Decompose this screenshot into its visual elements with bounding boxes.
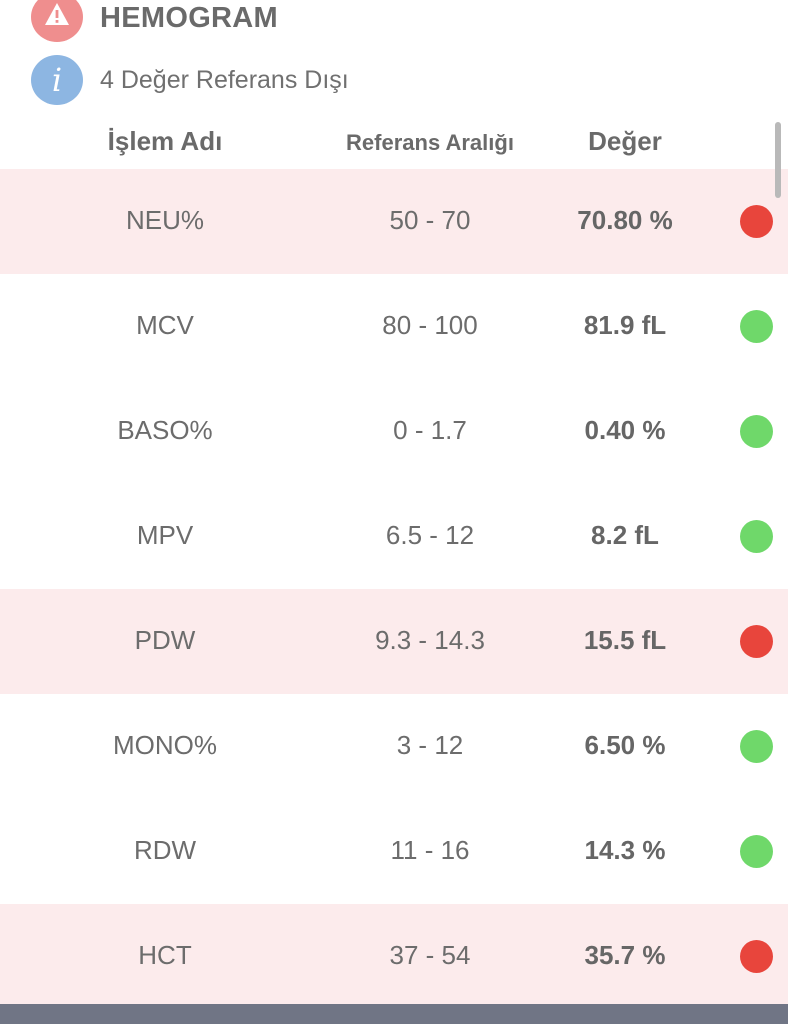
status-dot-icon xyxy=(740,415,773,448)
column-header-range: Referans Aralığı xyxy=(346,130,514,155)
test-value: 6.50 % xyxy=(584,730,666,760)
table-row[interactable]: MPV 6.5 - 12 8.2 fL xyxy=(0,484,788,589)
table-row[interactable]: HCT 37 - 54 35.7 % xyxy=(0,904,788,1009)
test-value: 8.2 fL xyxy=(591,520,659,550)
table-header: İşlem Adı Referans Aralığı Değer xyxy=(0,120,788,164)
reference-range: 50 - 70 xyxy=(389,205,471,235)
test-name: NEU% xyxy=(125,205,204,235)
section-header[interactable]: HEMOGRAM xyxy=(0,0,788,44)
table-row[interactable]: RDW 11 - 16 14.3 % xyxy=(0,799,788,904)
column-header-value: Değer xyxy=(588,126,662,156)
test-name: RDW xyxy=(133,835,197,865)
out-of-range-count: 4 Değer Referans Dışı xyxy=(100,66,349,94)
status-dot-icon xyxy=(740,940,773,973)
table-row[interactable]: MCV 80 - 100 81.9 fL xyxy=(0,274,788,379)
table-row[interactable]: MONO% 3 - 12 6.50 % xyxy=(0,694,788,799)
test-value: 35.7 % xyxy=(584,940,666,970)
status-dot-icon xyxy=(740,835,773,868)
table-row[interactable]: BASO% 0 - 1.7 0.40 % xyxy=(0,379,788,484)
test-value: 14.3 % xyxy=(584,835,666,865)
info-icon: i xyxy=(31,55,83,105)
test-name: MPV xyxy=(136,520,194,550)
reference-range: 6.5 - 12 xyxy=(385,520,475,550)
warning-triangle-icon xyxy=(31,0,83,42)
test-name: MONO% xyxy=(113,730,217,760)
status-dot-icon xyxy=(740,625,773,658)
test-name: MCV xyxy=(136,310,194,340)
status-dot-icon xyxy=(740,520,773,553)
test-value: 0.40 % xyxy=(584,415,666,445)
test-name: HCT xyxy=(138,940,192,970)
status-dot-icon xyxy=(740,310,773,343)
reference-range: 3 - 12 xyxy=(396,730,464,760)
test-value: 15.5 fL xyxy=(583,625,667,655)
reference-range: 37 - 54 xyxy=(389,940,471,970)
scrollbar[interactable] xyxy=(775,122,781,198)
test-name: PDW xyxy=(134,625,196,655)
reference-range: 80 - 100 xyxy=(382,310,478,340)
status-dot-icon xyxy=(740,730,773,763)
status-dot-icon xyxy=(740,205,773,238)
reference-range: 11 - 16 xyxy=(390,835,470,865)
column-header-name: İşlem Adı xyxy=(107,126,223,156)
reference-range: 9.3 - 14.3 xyxy=(375,625,485,655)
section-title: HEMOGRAM xyxy=(100,2,278,34)
table-row[interactable]: PDW 9.3 - 14.3 15.5 fL xyxy=(0,589,788,694)
out-of-range-summary: i 4 Değer Referans Dışı xyxy=(0,50,788,110)
test-value: 70.80 % xyxy=(577,205,673,235)
test-name: BASO% xyxy=(117,415,213,445)
test-value: 81.9 fL xyxy=(583,310,667,340)
reference-range: 0 - 1.7 xyxy=(393,415,467,445)
results-table: NEU% 50 - 70 70.80 % MCV 80 - 100 81.9 f… xyxy=(0,169,788,1009)
bottom-bar xyxy=(0,1004,788,1024)
table-row[interactable]: NEU% 50 - 70 70.80 % xyxy=(0,169,788,274)
